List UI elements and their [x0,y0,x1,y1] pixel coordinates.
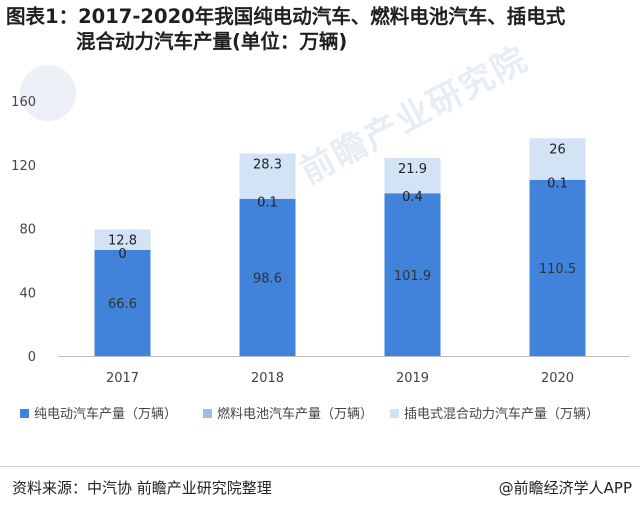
y-tick-label: 40 [19,286,36,301]
bar-segment [384,193,441,356]
y-tick-label: 80 [19,223,36,238]
data-label: 101.9 [394,269,431,284]
legend-swatch [20,409,29,418]
brand-label: @前瞻经济学人APP [498,479,632,497]
legend-label: 纯电动汽车产量（万辆） [34,406,177,422]
data-label: 26 [549,142,566,157]
y-tick-label: 160 [11,95,36,110]
data-label: 98.6 [253,271,282,286]
y-tick-label: 120 [11,159,36,174]
bar-segment [529,179,586,356]
data-label: 12.8 [108,233,137,248]
data-label: 0.1 [257,196,278,211]
bar-segment [384,192,441,194]
data-label: 66.6 [108,297,137,312]
x-tick-label: 2017 [106,371,139,386]
bar-segment [529,138,586,180]
data-label: 21.9 [398,162,427,177]
chart-title: 图表1：2017-2020年我国纯电动汽车、燃料电池汽车、插电式 混合动力汽车产… [6,4,634,54]
legend-label: 燃料电池汽车产量（万辆） [217,406,373,422]
x-tick-label: 2019 [396,371,429,386]
x-tick-label: 2020 [541,371,574,386]
data-label: 0 [118,247,126,262]
bar-segment [239,153,296,199]
legend-swatch [203,409,212,418]
bar-segment [94,229,151,250]
bar-segment [239,198,296,356]
legend-swatch [390,409,399,418]
bar-segment [384,158,441,193]
legend-label: 插电式混合动力汽车产量（万辆） [404,406,599,422]
stacked-bar-chart: 0408012016066.6012.8201798.60.128.320181… [11,95,630,422]
source-note: 资料来源：中汽协 前瞻产业研究院整理 [12,479,272,497]
data-label: 0.1 [547,177,568,192]
chart-title-line2: 混合动力汽车产量(单位：万辆) [76,30,348,53]
data-label: 0.4 [402,190,423,205]
chart-title-line1: 图表1：2017-2020年我国纯电动汽车、燃料电池汽车、插电式 [6,5,566,28]
x-tick-label: 2018 [251,371,284,386]
y-tick-label: 0 [28,350,36,365]
data-label: 28.3 [253,158,282,173]
bar-segment [94,249,151,356]
data-label: 110.5 [539,262,576,277]
footer-divider [0,466,640,467]
